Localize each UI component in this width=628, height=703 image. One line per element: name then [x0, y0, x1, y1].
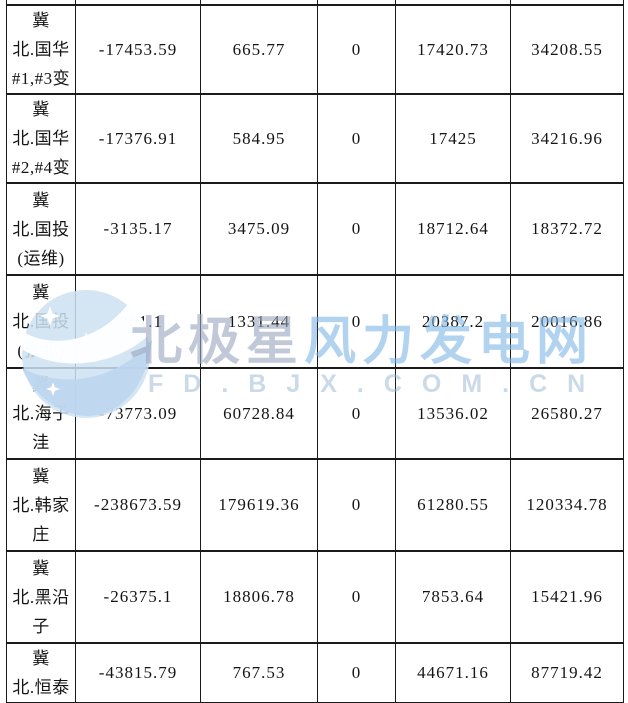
station-name-line: 北.国投: [12, 312, 70, 331]
station-name-line: 北.国华: [12, 40, 70, 59]
value-cell: -3135.17: [75, 182, 201, 276]
value-cell: 7853.64: [395, 550, 511, 644]
station-name-line: 冀: [32, 11, 50, 30]
table-row: 冀北.海子洼 -73773.09 60728.84 0 13536.02 26580.27: [6, 367, 624, 460]
value-cell: 13536.02: [395, 367, 511, 460]
value-cell: 1331.44: [200, 274, 318, 369]
station-name-line: #1,#3变: [11, 69, 71, 88]
station-name-line: #2,#4变: [11, 158, 71, 177]
station-name-line: 子: [32, 616, 50, 636]
value-cell: 17425: [395, 93, 511, 184]
station-name-line: 冀: [32, 375, 50, 394]
station-name-line: 北.国华: [12, 129, 70, 148]
station-name-line: 北.国投: [12, 219, 70, 239]
value-cell: -17453.59: [75, 4, 201, 95]
value-cell: 18806.78: [200, 550, 318, 644]
value-cell: 15421.96: [510, 550, 624, 644]
value-cell: 18372.72: [510, 182, 624, 276]
station-name-line: (张北): [17, 341, 65, 360]
table-row: 冀北.国投 (张北) -961.1 1331.44 0 20387.2 20016.86: [6, 274, 624, 369]
value-cell: 0: [317, 93, 396, 184]
table-row: 冀北.韩家庄 -238673.59 179619.36 0 61280.55 120334…: [6, 458, 624, 552]
station-name-line: 冀: [32, 466, 50, 486]
value-cell: 61280.55: [395, 458, 511, 552]
cropped-row-top: [6, 0, 624, 6]
value-cell: 0: [317, 458, 396, 552]
value-cell: -17376.91: [75, 93, 201, 184]
value-cell: 0: [317, 367, 396, 460]
station-name-line: 北.恒泰: [12, 678, 70, 697]
station-name-cell: 冀北.海子洼: [6, 367, 76, 460]
value-cell: 18712.64: [395, 182, 511, 276]
station-name-line: 冀: [32, 190, 50, 210]
station-name-line: 北.黑沿: [12, 587, 70, 607]
table-row: 冀北.国华 #2,#4变 -17376.91 584.95 0 17425 34216.96: [6, 93, 624, 184]
value-cell: 26580.27: [510, 367, 624, 460]
station-name-line: 冀: [32, 100, 50, 119]
station-name-line: 冀: [32, 558, 50, 578]
value-cell: 179619.36: [200, 458, 318, 552]
value-cell: -961.1: [75, 274, 201, 369]
value-cell: 767.53: [200, 642, 318, 703]
station-name-line: 北.韩家: [12, 495, 70, 515]
table-row: 冀北.黑沿子 -26375.1 18806.78 0 7853.64 15421.96: [6, 550, 624, 644]
value-cell: -238673.59: [75, 458, 201, 552]
value-cell: -26375.1: [75, 550, 201, 644]
station-name-line: 庄: [32, 524, 50, 544]
value-cell: 584.95: [200, 93, 318, 184]
table-row: 冀北.国华 #1,#3变 -17453.59 665.77 0 17420.73 34208…: [6, 4, 624, 95]
station-name-line: 冀: [32, 283, 50, 302]
station-name-cell: 冀北.国华 #2,#4变: [6, 93, 76, 184]
value-cell: 0: [317, 274, 396, 369]
value-cell: 665.77: [200, 4, 318, 95]
station-name-cell: 冀北.国投 (张北): [6, 274, 76, 369]
value-cell: 0: [317, 4, 396, 95]
value-cell: -43815.79: [75, 642, 201, 703]
station-name-line: 冀: [32, 649, 50, 668]
table-body: 冀北.国华 #1,#3变 -17453.59 665.77 0 17420.73 34208…: [6, 0, 624, 703]
station-name-cell: 冀北.韩家庄: [6, 458, 76, 552]
station-name-cell: 冀北.恒泰: [6, 642, 76, 703]
value-cell: 20387.2: [395, 274, 511, 369]
empty-cell: [510, 0, 624, 6]
table-row: 冀北.国投 (运维) -3135.17 3475.09 0 18712.64 18372.7…: [6, 182, 624, 276]
station-name-line: (运维): [17, 248, 65, 268]
station-name-cell: 冀北.国华 #1,#3变: [6, 4, 76, 95]
value-cell: 3475.09: [200, 182, 318, 276]
value-cell: 87719.42: [510, 642, 624, 703]
table-row: 冀北.恒泰 -43815.79 767.53 0 44671.16 87719.42: [6, 642, 624, 703]
value-cell: 60728.84: [200, 367, 318, 460]
station-name-line: 洼: [32, 433, 50, 452]
value-cell: 120334.78: [510, 458, 624, 552]
settlement-table: 冀北.国华 #1,#3变 -17453.59 665.77 0 17420.73 34208…: [6, 0, 624, 703]
value-cell: 0: [317, 182, 396, 276]
station-name-line: 北.海子: [12, 404, 70, 423]
value-cell: 17420.73: [395, 4, 511, 95]
value-cell: 20016.86: [510, 274, 624, 369]
value-cell: -73773.09: [75, 367, 201, 460]
value-cell: 34208.55: [510, 4, 624, 95]
value-cell: 0: [317, 550, 396, 644]
station-name-cell: 冀北.国投 (运维): [6, 182, 76, 276]
value-cell: 44671.16: [395, 642, 511, 703]
value-cell: 0: [317, 642, 396, 703]
value-cell: 34216.96: [510, 93, 624, 184]
station-name-cell: 冀北.黑沿子: [6, 550, 76, 644]
